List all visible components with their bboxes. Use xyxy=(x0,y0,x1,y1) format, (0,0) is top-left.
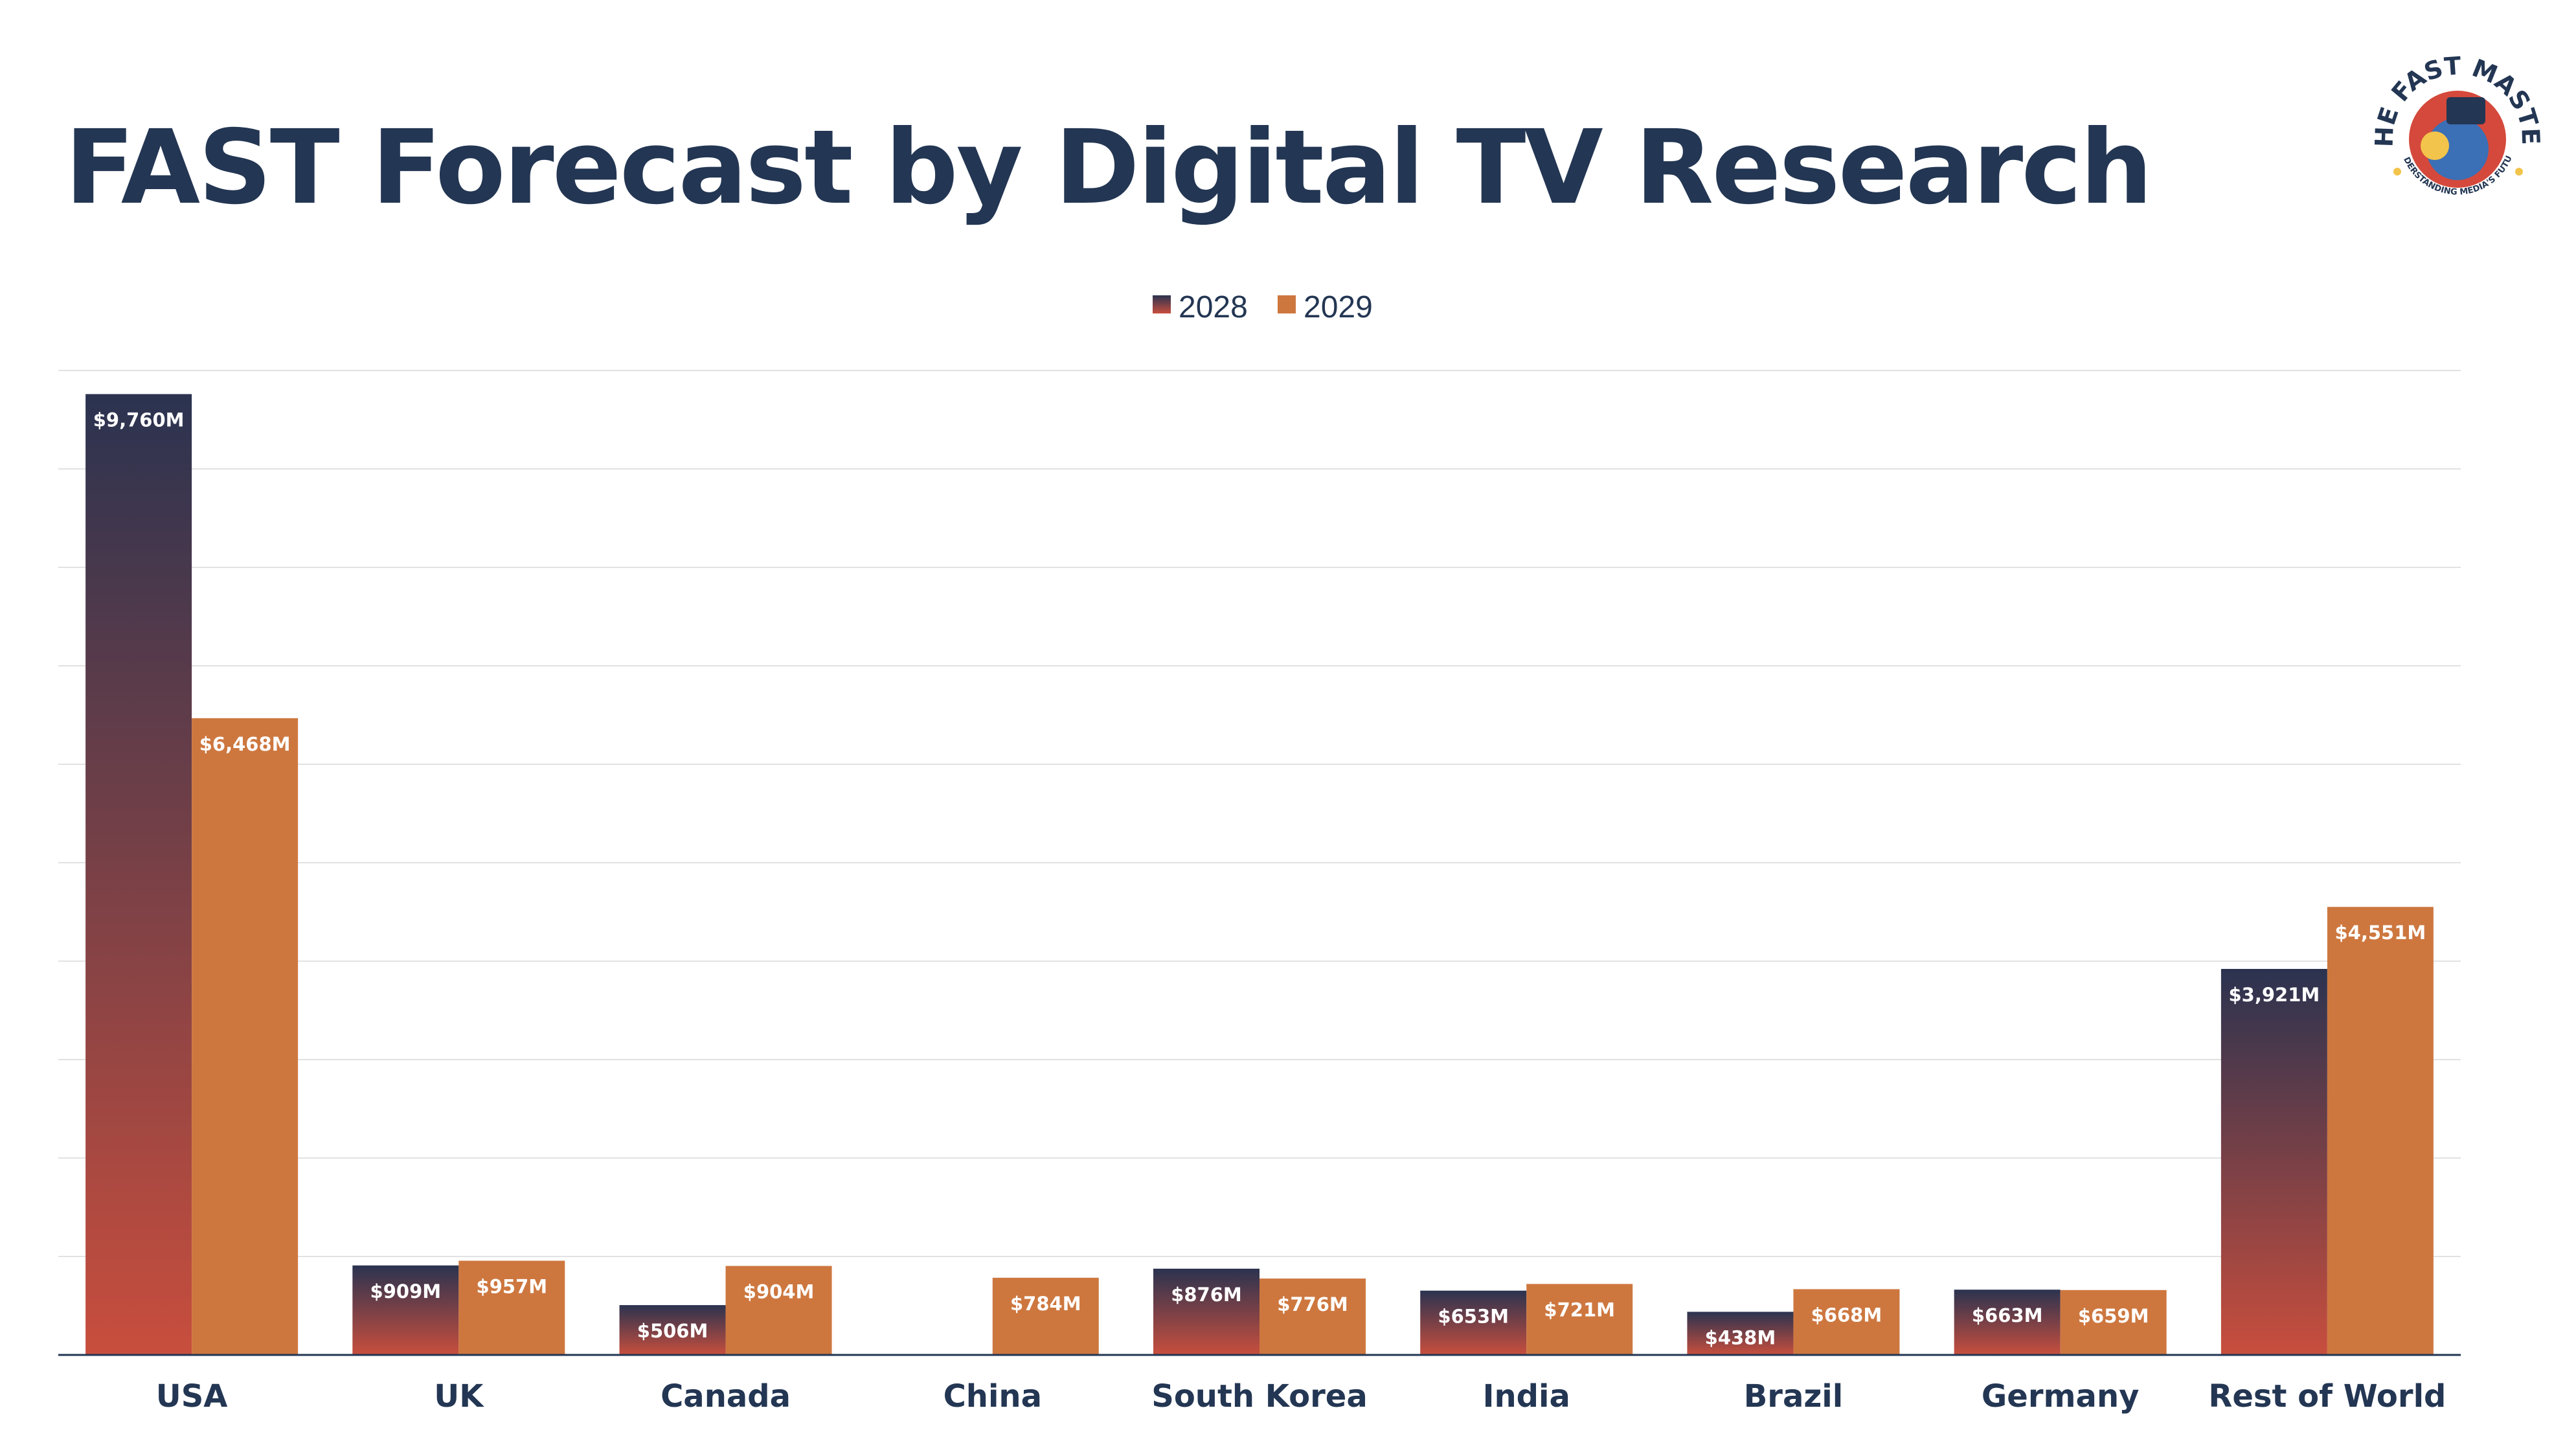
x-tick-label: Brazil xyxy=(1744,1378,1844,1415)
bar-2028-rest-of-world xyxy=(2220,969,2327,1355)
bar-2028-germany xyxy=(1954,1290,2061,1355)
bar-2028-india xyxy=(1420,1290,1527,1355)
chart-title: FAST Forecast by Digital TV Research xyxy=(65,108,2152,227)
bar-2029-india xyxy=(1526,1284,1633,1355)
gridlines xyxy=(58,370,2461,1257)
legend-label-2028: 2028 xyxy=(1179,290,1248,324)
x-axis: USA UK Canada China South Korea India Brazil Ge… xyxy=(58,1354,2461,1415)
data-label: $4,551M xyxy=(2334,922,2426,944)
data-label: $9,760M xyxy=(93,409,185,431)
x-tick-label: USA xyxy=(156,1378,228,1415)
x-tick-label: India xyxy=(1483,1378,1570,1415)
data-label: $957M xyxy=(477,1276,548,1298)
data-label: $909M xyxy=(370,1280,442,1302)
fast-master-logo: THE FAST MASTER UNDERSTANDING MEDIA'S FU… xyxy=(2364,26,2545,198)
bar-2029-canada xyxy=(725,1266,832,1355)
bar-2029-uk xyxy=(458,1260,565,1355)
bar-2028-brazil xyxy=(1687,1312,1794,1355)
bar-2029-germany xyxy=(2060,1290,2167,1355)
data-label: $663M xyxy=(1972,1304,2043,1326)
bar-2028-south-korea xyxy=(1153,1268,1260,1355)
data-label: $721M xyxy=(1544,1299,1615,1321)
data-label: $653M xyxy=(1438,1306,1509,1328)
bar-2029-rest-of-world xyxy=(2327,907,2434,1355)
legend-swatch-2028 xyxy=(1153,295,1171,313)
data-label: $784M xyxy=(1010,1293,1081,1315)
bars xyxy=(85,394,2434,1355)
data-label: $876M xyxy=(1171,1284,1242,1306)
x-tick-label: UK xyxy=(434,1378,484,1415)
data-label: $659M xyxy=(2078,1305,2149,1327)
bar-2029-brazil xyxy=(1793,1289,1900,1355)
tv-icon xyxy=(2446,97,2485,124)
legend-label-2029: 2029 xyxy=(1304,290,1373,324)
logo-dot-left xyxy=(2393,168,2401,176)
bar-2028-canada xyxy=(619,1305,726,1355)
bar-2029-usa xyxy=(192,718,299,1355)
legend: 2028 2029 xyxy=(1153,290,1373,324)
data-label: $506M xyxy=(637,1320,708,1342)
data-labels: $9,760M $6,468M $909M $957M $506M $904M $784M $… xyxy=(93,409,2426,1348)
data-label: $3,921M xyxy=(2228,984,2320,1006)
bar-2029-south-korea xyxy=(1260,1279,1366,1355)
logo-dot-right xyxy=(2515,168,2523,176)
legend-swatch-2029 xyxy=(1278,295,1296,313)
bar-2028-uk xyxy=(352,1265,459,1355)
data-label: $668M xyxy=(1811,1304,1882,1326)
x-tick-label: Rest of World xyxy=(2208,1378,2446,1415)
bulb-icon xyxy=(2421,131,2449,160)
x-tick-label: Canada xyxy=(661,1378,791,1415)
data-label: $904M xyxy=(743,1281,815,1303)
data-label: $6,468M xyxy=(199,733,291,755)
bar-2028-usa xyxy=(85,394,192,1355)
x-tick-label: China xyxy=(943,1378,1042,1415)
x-tick-label: Germany xyxy=(1982,1378,2140,1415)
bar-2029-china xyxy=(992,1277,1099,1355)
data-label: $438M xyxy=(1705,1326,1776,1348)
x-tick-label: South Korea xyxy=(1151,1378,1368,1415)
data-label: $776M xyxy=(1277,1293,1348,1315)
